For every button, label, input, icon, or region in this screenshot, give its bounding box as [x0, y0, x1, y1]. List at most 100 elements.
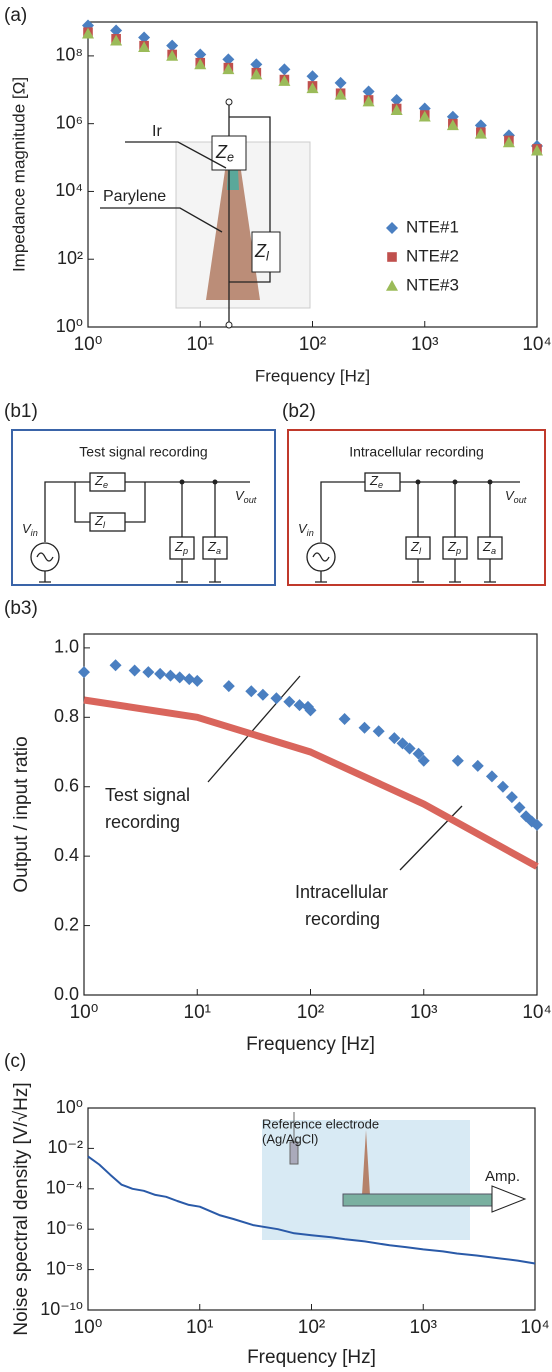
ref-label: (Ag/AgCl) [262, 1131, 318, 1146]
ir-label: Ir [152, 123, 162, 140]
vout-label: Vout [505, 488, 527, 505]
circuit-title: Test signal recording [79, 444, 207, 460]
diamond-marker [359, 722, 371, 734]
annotation: recording [305, 909, 380, 929]
diamond-marker [174, 671, 186, 683]
ground [39, 571, 51, 582]
y-tick-label: 1.0 [54, 637, 79, 657]
diamond-marker [142, 666, 154, 678]
label-sub: a [491, 546, 496, 556]
x-tick-label: 10² [299, 334, 326, 355]
diamond-marker [245, 685, 257, 697]
diamond-marker [223, 680, 235, 692]
diamond-marker [191, 675, 203, 687]
annotation: Intracellular [295, 882, 388, 902]
diamond-marker [513, 802, 525, 814]
parylene-label: Parylene [103, 188, 166, 205]
diamond-marker [283, 696, 295, 708]
diamond-marker [486, 770, 498, 782]
y-tick-label: 10⁶ [56, 112, 83, 132]
x-tick-label: 10⁰ [70, 1002, 99, 1023]
y-tick-label: 10⁰ [56, 1097, 83, 1117]
label-sub: a [216, 546, 221, 556]
x-tick-label: 10² [297, 1002, 324, 1023]
shunt-wire [412, 482, 424, 582]
y-tick-label: 10⁰ [56, 316, 83, 336]
diamond-marker [270, 692, 282, 704]
y-tick-label: 10⁸ [55, 45, 83, 65]
square-marker [387, 252, 397, 262]
label-sub: e [227, 151, 234, 165]
chip-layers [343, 1194, 493, 1206]
y-tick-label: 0.2 [54, 914, 79, 934]
diamond-marker [154, 668, 166, 680]
shunt-wire [176, 482, 188, 582]
y-tick-label: 0.6 [54, 775, 79, 795]
y-tick-label: 10⁻⁸ [46, 1258, 83, 1278]
diamond-marker [506, 791, 518, 803]
y-tick-label: 10⁻¹⁰ [40, 1299, 83, 1319]
annotation: recording [105, 812, 180, 832]
x-tick-label: 10⁰ [74, 1317, 103, 1338]
circuit-title: Intracellular recording [349, 444, 484, 460]
label-sub: out [514, 495, 527, 505]
x-tick-label: 10¹ [186, 1317, 213, 1338]
diamond-marker [497, 781, 509, 793]
y-tick-label: 0.0 [54, 984, 79, 1004]
diamond-marker [257, 689, 269, 701]
x-tick-label: 10⁴ [522, 1002, 551, 1023]
y-axis-label: Impedance magnitude [Ω] [9, 77, 28, 272]
diamond-marker [164, 670, 176, 682]
panel-label: (c) [4, 1051, 26, 1072]
vin-label: Vin [22, 521, 38, 538]
x-tick-label: 10² [298, 1317, 325, 1338]
diamond-marker [373, 725, 385, 737]
label-sub: p [455, 546, 461, 556]
legend-label: NTE#2 [406, 246, 459, 265]
y-tick-label: 0.8 [54, 706, 79, 726]
y-tick-label: 10⁻⁶ [46, 1218, 83, 1238]
annotation: Test signal [105, 785, 190, 805]
y-axis-label: Noise spectral density [V/√Hz] [11, 1082, 32, 1335]
diamond-marker [110, 659, 122, 671]
vin-label: Vin [298, 521, 314, 538]
diamond-marker [307, 70, 319, 82]
x-tick-label: 10⁴ [520, 1317, 549, 1338]
terminal [226, 99, 232, 105]
x-tick-label: 10¹ [187, 334, 214, 355]
panel-label: (a) [4, 5, 27, 26]
circuit-wire [45, 482, 250, 542]
plot-frame [88, 22, 537, 327]
diamond-marker [78, 666, 90, 678]
diamond-marker [452, 755, 464, 767]
shunt-wire [449, 482, 461, 582]
figure: (a) (b1) (b2) (b3) (c) 10⁰10¹10²10³10⁴10… [0, 0, 552, 1372]
x-tick-label: 10³ [410, 1002, 437, 1023]
x-tick-label: 10¹ [184, 1002, 211, 1023]
x-axis-label: Frequency [Hz] [255, 366, 370, 385]
label-sub: p [182, 546, 188, 556]
x-tick-label: 10⁴ [522, 334, 551, 355]
amplifier [492, 1186, 525, 1212]
electrode-inset [176, 99, 310, 328]
label-sub: e [378, 480, 383, 490]
x-axis-label: Frequency [Hz] [246, 1034, 375, 1055]
y-tick-label: 10⁻² [47, 1137, 83, 1157]
shunt-wire [209, 482, 221, 582]
diamond-marker [472, 760, 484, 772]
panel-label: (b2) [282, 401, 316, 422]
panel-label: (b1) [4, 401, 38, 422]
x-tick-label: 10³ [411, 334, 438, 355]
y-tick-label: 10⁻⁴ [46, 1178, 83, 1198]
legend-label: NTE#3 [406, 275, 459, 294]
diamond-marker [339, 713, 351, 725]
diamond-marker [129, 664, 141, 676]
label-sub: in [307, 528, 314, 538]
y-tick-label: 10⁴ [55, 180, 83, 200]
x-axis-label: Frequency [Hz] [247, 1347, 376, 1368]
triangle-marker [386, 280, 398, 291]
y-tick-label: 10² [57, 248, 83, 268]
diamond-marker [335, 77, 347, 89]
vout-label: Vout [235, 488, 257, 505]
shunt-wire [484, 482, 496, 582]
